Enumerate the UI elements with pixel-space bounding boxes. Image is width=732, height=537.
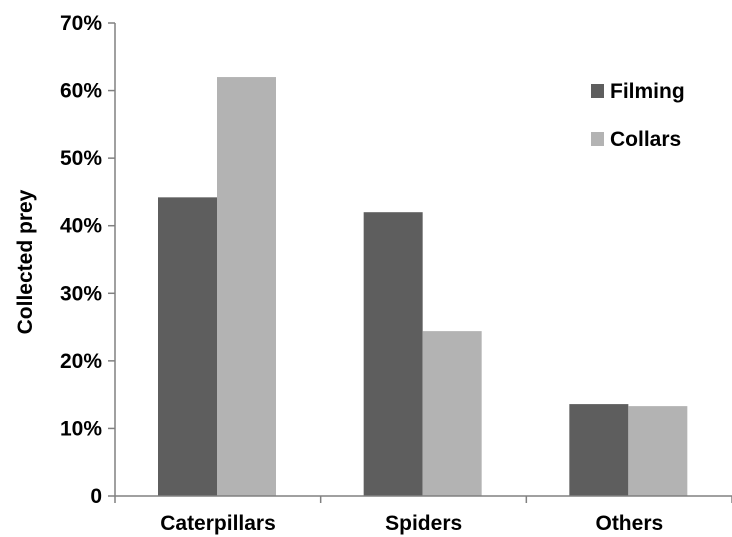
y-tick-label: 20% — [60, 350, 102, 373]
bars — [158, 77, 688, 497]
y-axis-title-group: Collected prey — [14, 189, 37, 334]
legend-label-collars: Collars — [610, 128, 681, 151]
y-tick-label: 0 — [90, 485, 102, 508]
axes — [114, 23, 732, 503]
y-tick-label: 50% — [60, 147, 102, 170]
y-tick-label: 10% — [60, 417, 102, 440]
category-label-spiders: Spiders — [385, 512, 462, 535]
y-tick-label: 60% — [60, 80, 102, 103]
bar-filming-caterpillars — [158, 197, 217, 496]
bar-filming-others — [569, 404, 629, 496]
y-axis-title: Collected prey — [14, 189, 37, 334]
legend: Filming Collars — [591, 80, 685, 151]
bar-filming-spiders — [363, 212, 423, 496]
bar-collars-others — [628, 406, 688, 496]
legend-label-filming: Filming — [610, 80, 685, 103]
category-labels: Caterpillars Spiders Others — [160, 512, 663, 535]
bar-collars-spiders — [422, 331, 482, 496]
legend-swatch-filming — [591, 84, 604, 98]
category-label-caterpillars: Caterpillars — [160, 512, 276, 535]
y-tick-label: 70% — [60, 12, 102, 35]
category-label-others: Others — [595, 512, 663, 535]
y-axis-ticks: 0 10% 20% 30% 40% 50% 60% 70% — [60, 12, 115, 508]
bar-collars-caterpillars — [217, 77, 276, 497]
legend-swatch-collars — [591, 132, 604, 146]
y-tick-label: 30% — [60, 282, 102, 305]
y-tick-label: 40% — [60, 215, 102, 238]
